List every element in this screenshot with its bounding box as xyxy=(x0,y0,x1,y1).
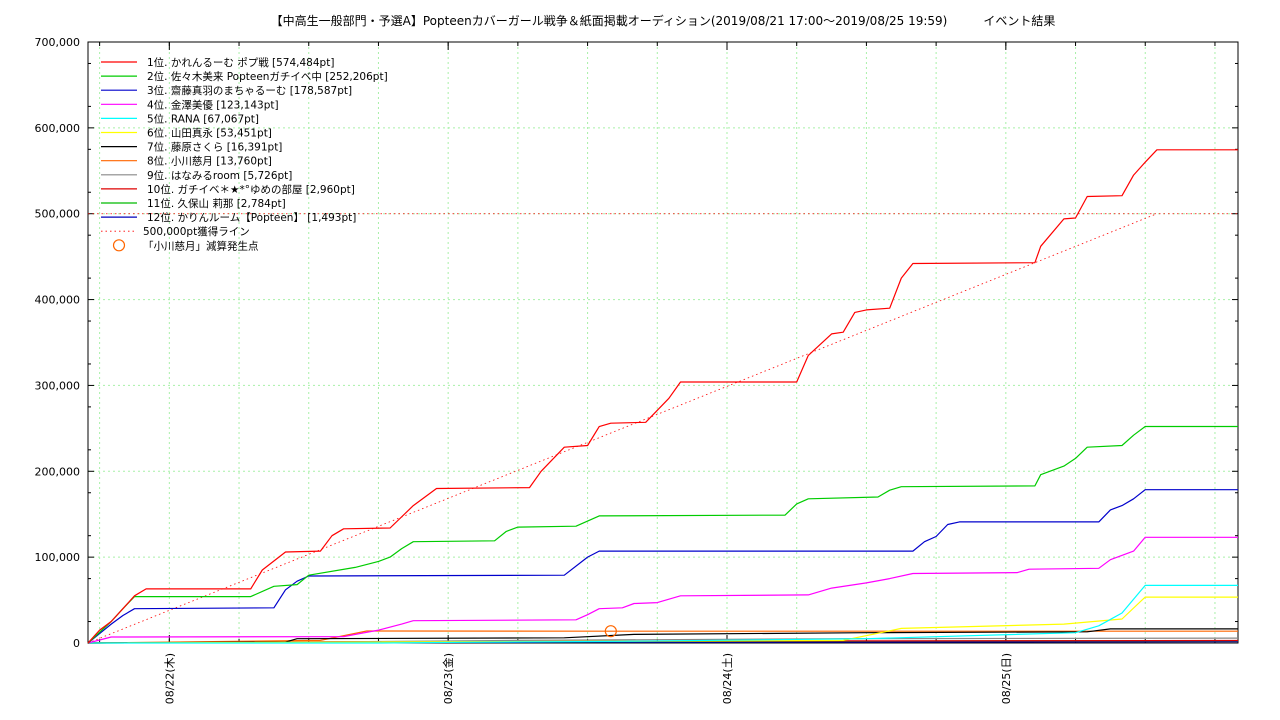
legend-label-4: 4位. 金澤美優 [123,143pt] xyxy=(147,98,279,111)
series-group xyxy=(87,149,1239,644)
legend-label-marker: 「小川慈月」減算発生点 xyxy=(143,239,259,252)
legend-swatch-marker xyxy=(112,239,126,252)
legend-label-11: 11位. 久保山 莉那 [2,784pt] xyxy=(147,197,286,210)
legend-label-12: 12位. かりんルーム【Popteen】 [1,493pt] xyxy=(147,211,356,224)
marker-group xyxy=(604,625,617,638)
legend-label-7: 7位. 藤原さくら [16,391pt] xyxy=(147,141,282,154)
series-line-3 xyxy=(87,489,1238,644)
legend: 1位. かれんるーむ ポプ戦 [574,484pt]2位. 佐々木美来 Popt… xyxy=(101,56,388,252)
chart-title: 【中高生一般部門・予選A】Popteenカバーガール戦争＆紙面掲載オーディション… xyxy=(271,13,1056,28)
deduction-marker xyxy=(604,625,617,638)
series-line-5 xyxy=(88,584,1238,644)
legend-label-target: 500,000pt獲得ライン xyxy=(143,225,250,238)
legend-label-10: 10位. ガチイベ＊★*°ゆめの部屋 [2,960pt] xyxy=(147,183,355,196)
y-tick-label: 0 xyxy=(73,637,80,650)
series-line-7 xyxy=(87,628,1238,644)
legend-label-9: 9位. はなみるroom [5,726pt] xyxy=(147,169,292,182)
y-tick-label: 200,000 xyxy=(35,465,81,478)
y-tick-label: 100,000 xyxy=(35,551,81,564)
series-line-4 xyxy=(87,536,1238,644)
legend-label-5: 5位. RANA [67,067pt] xyxy=(147,112,259,125)
y-tick-label: 500,000 xyxy=(35,208,81,221)
y-tick-label: 300,000 xyxy=(35,379,81,392)
x-tick-label: 08/25(日) xyxy=(1000,653,1013,704)
legend-label-1: 1位. かれんるーむ ポプ戦 [574,484pt] xyxy=(147,56,334,69)
legend-label-2: 2位. 佐々木美来 Popteenガチイベ中 [252,206pt] xyxy=(147,70,388,83)
x-tick-label: 08/22(木) xyxy=(163,653,176,704)
series-line-8 xyxy=(87,630,1238,644)
target-diagonal-line xyxy=(87,213,1158,644)
y-tick-label: 400,000 xyxy=(35,294,81,307)
y-tick-label: 600,000 xyxy=(35,122,81,135)
target-lines xyxy=(87,213,1238,644)
y-tick-label: 700,000 xyxy=(35,36,81,49)
grid xyxy=(88,42,1238,643)
plot-frame xyxy=(87,41,1239,644)
legend-label-3: 3位. 齋藤真羽のまちゃるーむ [178,587pt] xyxy=(147,84,352,97)
x-axis: 08/22(木) 08/23(金) 08/24(土) 08/25(日) xyxy=(99,42,1216,704)
legend-label-6: 6位. 山田真永 [53,451pt] xyxy=(147,127,272,140)
series-line-1 xyxy=(87,149,1238,644)
x-tick-label: 08/23(金) xyxy=(441,653,455,704)
legend-label-8: 8位. 小川慈月 [13,760pt] xyxy=(147,155,272,168)
series-line-2 xyxy=(87,425,1238,644)
series-line-6 xyxy=(87,596,1238,644)
x-tick-label: 08/24(土) xyxy=(721,653,734,704)
